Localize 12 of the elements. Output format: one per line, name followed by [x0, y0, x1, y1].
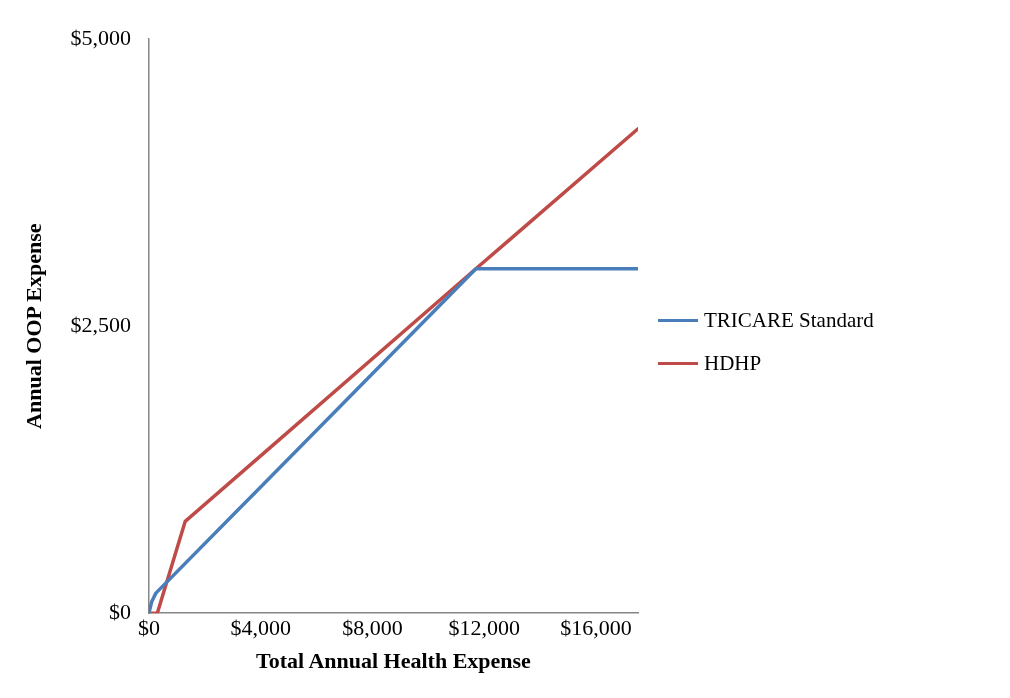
x-axis-title: Total Annual Health Expense — [256, 648, 532, 674]
x-tick-label: $12,000 — [448, 615, 521, 641]
x-tick-label: $0 — [137, 615, 160, 641]
y-tick-label: $0 — [108, 598, 131, 624]
x-tick-label: $8,000 — [342, 615, 403, 641]
y-tick-label: $5,000 — [70, 24, 131, 50]
y-tick-label: $2,500 — [70, 311, 131, 337]
y-axis-title: Annual OOP Expense — [20, 223, 46, 429]
legend-label: HDHP — [704, 351, 762, 376]
x-tick-label: $4,000 — [230, 615, 291, 641]
legend-label: TRICARE Standard — [704, 308, 874, 333]
x-tick-label: $16,000 — [560, 615, 632, 641]
